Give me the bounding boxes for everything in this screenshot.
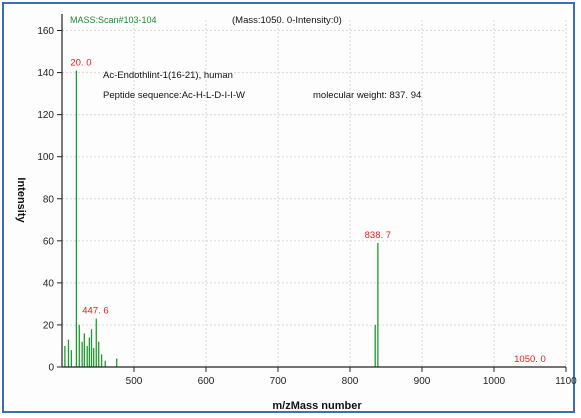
x-ticks: 500 600 700 800 900 1000 1100 — [126, 367, 577, 387]
x-tick-label: 700 — [270, 376, 287, 387]
y-tick-label: 140 — [37, 68, 54, 79]
peak-bars — [64, 70, 379, 367]
y-ticks: 0 20 40 60 80 100 120 140 160 — [37, 26, 62, 374]
grid-lines — [62, 20, 567, 367]
x-tick-label: 900 — [414, 376, 431, 387]
y-axis-label: Intensity — [15, 177, 27, 223]
peak-label: 447. 6 — [82, 306, 108, 317]
molecular-weight: molecular weight: 837. 94 — [313, 90, 421, 101]
y-tick-label: 0 — [48, 363, 54, 374]
x-tick-label: 500 — [126, 376, 143, 387]
peak-label: 1050. 0 — [514, 354, 546, 365]
peak-labels: 20. 0 447. 6 838. 7 1050. 0 — [70, 57, 545, 365]
compound-name: Ac-Endothlint-1(16-21), human — [103, 70, 233, 81]
x-tick-label: 1000 — [483, 376, 506, 387]
peptide-sequence: Peptide sequence:Ac-H-L-D-I-I-W — [103, 90, 245, 101]
x-tick-label: 600 — [198, 376, 215, 387]
y-tick-label: 40 — [43, 278, 55, 289]
x-tick-label: 800 — [342, 376, 359, 387]
x-axis-label: m/zMass number — [272, 400, 362, 412]
cursor-readout: (Mass:1050. 0-Intensity:0) — [232, 15, 342, 26]
scan-label: MASS:Scan#103-104 — [70, 15, 157, 25]
x-tick-label: 1100 — [555, 376, 577, 387]
axes — [61, 14, 566, 368]
y-tick-label: 20 — [43, 320, 55, 331]
y-tick-label: 100 — [37, 152, 54, 163]
y-tick-label: 120 — [37, 110, 54, 121]
y-tick-label: 60 — [43, 236, 55, 247]
chart-frame — [2, 2, 575, 413]
peak-label: 838. 7 — [365, 230, 391, 241]
peak-label: 20. 0 — [70, 57, 91, 68]
y-tick-label: 160 — [37, 26, 54, 37]
y-tick-label: 80 — [43, 194, 55, 205]
